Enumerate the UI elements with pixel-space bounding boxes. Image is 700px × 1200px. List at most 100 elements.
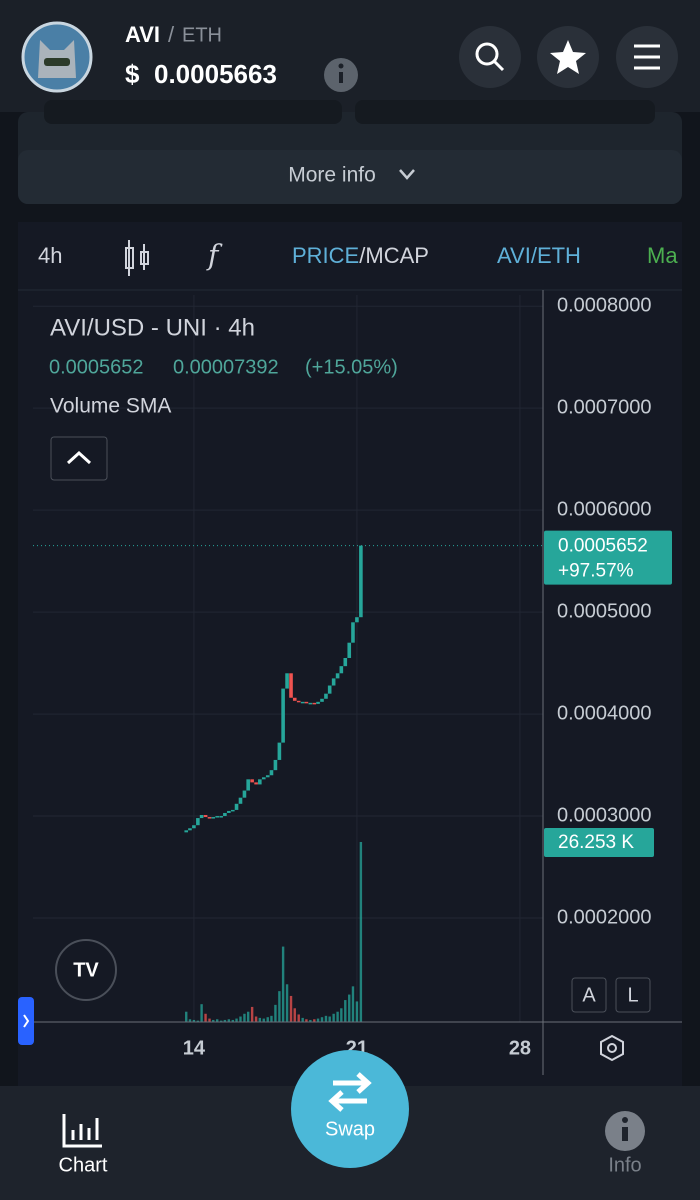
volume-bar [216, 1019, 219, 1022]
volume-bar [204, 1013, 207, 1022]
settings-icon[interactable] [600, 1034, 624, 1062]
search-icon [492, 59, 505, 72]
volume-bar [270, 1015, 273, 1022]
candle-body [246, 779, 250, 791]
volume-bar [340, 1008, 343, 1022]
last-price-box [544, 530, 672, 585]
swap-label: Swap [325, 1118, 375, 1140]
price-toggle[interactable]: PRICE [292, 243, 359, 268]
chart-nav-label[interactable]: Chart [59, 1154, 108, 1176]
candle-body [215, 816, 220, 818]
volume-bar [212, 1019, 215, 1022]
volume-bar [281, 946, 285, 1022]
candle-body [231, 809, 235, 812]
more-toggle[interactable]: Ma [647, 243, 678, 268]
search-button[interactable] [459, 26, 521, 88]
candle-body [351, 622, 355, 643]
log-scale-button[interactable] [615, 977, 651, 1013]
candle-body [300, 701, 305, 704]
auto-scale-label: A [582, 984, 596, 1006]
candle-body [277, 742, 282, 760]
volume-bar [305, 1019, 308, 1022]
chart-nav-icon[interactable] [62, 1114, 102, 1148]
candle-body [281, 688, 285, 743]
last-price-label: 0.0005652 [558, 536, 648, 557]
candle-type-icon[interactable] [125, 240, 149, 276]
info-glyph [339, 72, 343, 83]
mcap-toggle[interactable]: /MCAP [359, 243, 429, 268]
more-info-button[interactable] [18, 150, 682, 204]
volume-bar [359, 842, 363, 1022]
candle-body [238, 797, 243, 804]
volume-bar [231, 1019, 235, 1022]
swap-button[interactable] [291, 1050, 409, 1168]
volume-bar [192, 1019, 196, 1022]
volume-bar [328, 1016, 331, 1022]
volume-label: 26.253 K [558, 832, 634, 853]
volume-bar [262, 1018, 265, 1022]
pair-toggle[interactable]: AVI/ETH [497, 243, 581, 268]
drawer-tab[interactable] [18, 997, 34, 1045]
interval[interactable]: 4h [38, 243, 62, 268]
volume-bar [316, 1018, 320, 1022]
candle-body [250, 779, 254, 783]
candle-body [261, 777, 266, 780]
volume-bar [185, 1011, 188, 1022]
auto-scale-button[interactable] [571, 977, 607, 1013]
y-tick-label: 0.0005000 [557, 600, 652, 622]
candle-body [359, 545, 363, 618]
menu-icon [634, 44, 660, 70]
info-nav-label[interactable]: Info [608, 1154, 641, 1176]
candle-body [331, 678, 336, 686]
candle-body [327, 685, 332, 694]
candle-body [227, 810, 231, 813]
search-icon [475, 42, 499, 66]
candle-body [289, 673, 293, 698]
candle-body [339, 666, 344, 674]
candle-body [312, 702, 317, 705]
volume-bar [227, 1019, 231, 1022]
volume-bar [188, 1019, 192, 1022]
volume-bar [250, 1006, 254, 1022]
candle-body [188, 828, 192, 831]
volume-bar [254, 1016, 258, 1022]
volume-bar [274, 1004, 277, 1022]
candle-body [347, 642, 352, 658]
legend-value: (+15.05%) [305, 356, 398, 378]
legend-value: 0.00007392 [173, 356, 279, 378]
volume-bar [223, 1019, 227, 1022]
candle-body [292, 697, 297, 701]
y-tick-label: 0.0003000 [557, 804, 652, 826]
separator: / [168, 22, 175, 47]
candle-body [207, 817, 212, 819]
candle-body [324, 693, 328, 699]
candle-body [254, 782, 258, 785]
volume-bar [266, 1017, 269, 1022]
price-mcap[interactable]: PRICE/MCAP [292, 243, 429, 268]
volume-bar [348, 994, 351, 1022]
volume-bar [297, 1014, 300, 1022]
volume-bar [293, 1008, 296, 1022]
volume-bar [239, 1016, 242, 1022]
volume-bar [235, 1018, 238, 1022]
swap-icon [328, 1072, 372, 1112]
volume-bar [258, 1017, 262, 1022]
info-glyph [622, 1117, 628, 1123]
candle-body [343, 657, 348, 667]
candle-body [223, 812, 227, 817]
indicator-label: Volume SMA [50, 395, 171, 418]
tradingview-mark: TV [73, 959, 99, 981]
tradingview-logo[interactable] [55, 939, 117, 1001]
candle-body [355, 617, 359, 623]
volume-bar [301, 1017, 304, 1022]
candle-body [285, 673, 289, 689]
volume-bar [351, 986, 355, 1022]
drawer-icon [23, 1014, 30, 1028]
volume-bar [289, 995, 293, 1022]
candle-body [211, 817, 216, 819]
candle-body [234, 803, 239, 810]
stat-card [355, 100, 655, 124]
collapse-button[interactable] [50, 436, 108, 481]
